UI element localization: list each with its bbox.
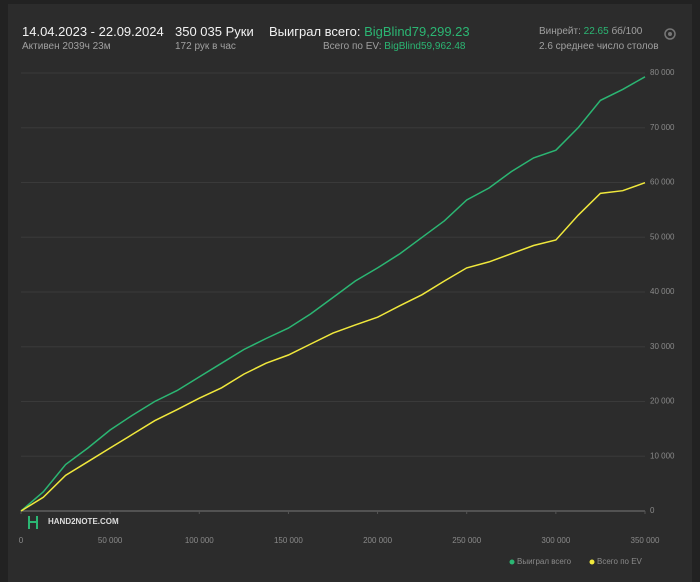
logo: HAND2NOTE.COM (28, 516, 119, 529)
x-tick-label: 300 000 (541, 536, 570, 545)
y-tick-label: 40 000 (650, 287, 675, 296)
won-value: BigBlind79,299.23 (364, 24, 470, 39)
hands-per-hour: 172 рук в час (175, 41, 236, 52)
legend-label: Выиграл всего (517, 557, 572, 566)
y-tick-label: 50 000 (650, 232, 675, 241)
x-tick-label: 100 000 (185, 536, 214, 545)
x-tick-label: 150 000 (274, 536, 303, 545)
y-tick-label: 70 000 (650, 123, 675, 132)
gear-center[interactable] (668, 32, 672, 36)
legend-swatch (509, 559, 515, 565)
y-tick-label: 20 000 (650, 397, 675, 406)
gear[interactable] (664, 28, 676, 40)
ev-value: BigBlind59,962.48 (384, 41, 466, 52)
y-tick-label: 0 (650, 506, 655, 515)
winrate-unit: бб/100 (611, 26, 643, 37)
ev-label: Всего по EV: (323, 41, 382, 52)
date-range: 14.04.2023 - 22.09.2024 (22, 24, 164, 39)
ev: Всего по EV: BigBlind59,962.48 (323, 41, 465, 52)
legend-swatch (589, 559, 595, 565)
winrate-value: 22.65 (583, 26, 609, 37)
settings-icon[interactable] (664, 28, 676, 40)
y-tick-label: 10 000 (650, 451, 675, 460)
series-line (20, 181, 646, 512)
y-tick-label: 80 000 (650, 68, 675, 77)
winrate-label: Винрейт: (539, 26, 581, 37)
series-line (20, 76, 646, 512)
tables: 2.6 среднее число столов (539, 41, 659, 52)
y-tick-label: 30 000 (650, 342, 675, 351)
won: Выиграл всего: BigBlind79,299.23 (269, 24, 470, 39)
legend-label: Всего по EV (597, 557, 643, 566)
x-tick-label: 350 000 (631, 536, 660, 545)
x-tick-label: 50 000 (98, 536, 123, 545)
y-tick-label: 60 000 (650, 178, 675, 187)
active-time: Активен 2039ч 23м (22, 41, 111, 52)
x-tick-label: 0 (19, 536, 24, 545)
winrate: Винрейт: 22.65 бб/100 (539, 26, 642, 37)
x-tick-label: 200 000 (363, 536, 392, 545)
panel (8, 4, 692, 582)
logo-text: HAND2NOTE.COM (48, 517, 119, 526)
hands: 350 035 Руки (175, 24, 254, 39)
logo-mark (28, 516, 38, 529)
x-tick-label: 250 000 (452, 536, 481, 545)
won-label: Выиграл всего: (269, 24, 361, 39)
